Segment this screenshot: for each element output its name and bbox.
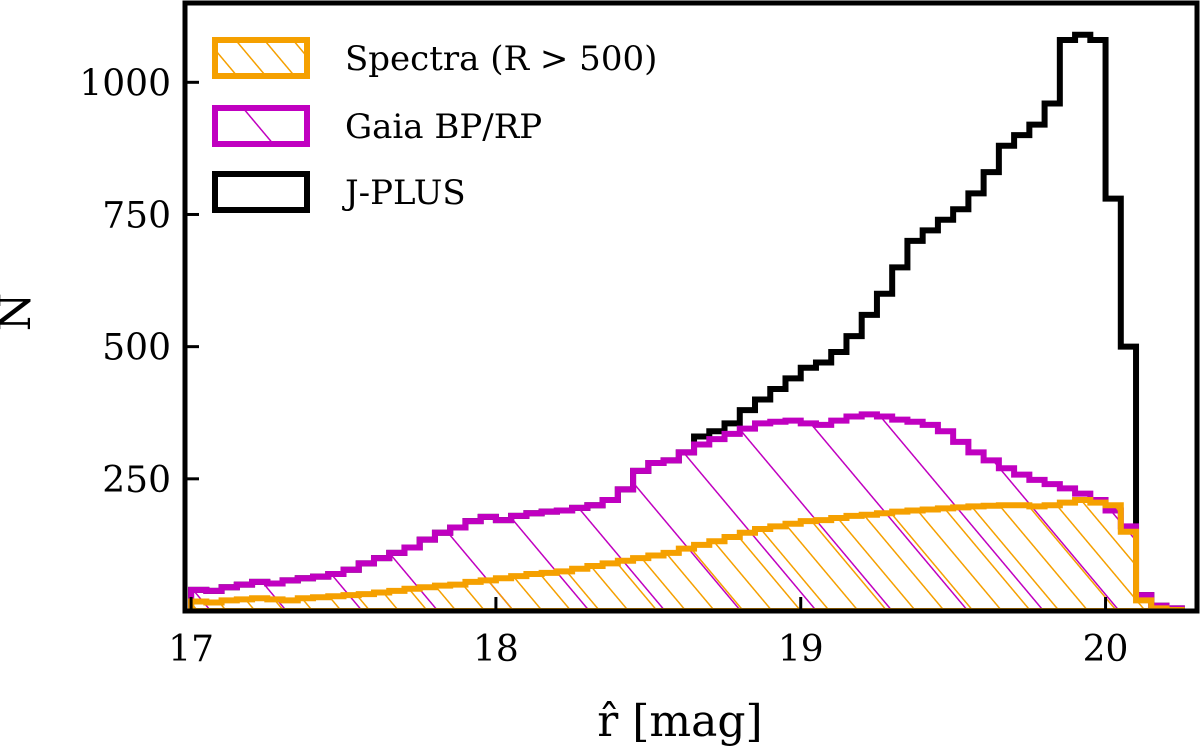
bar-spectra-r-500-25 bbox=[572, 569, 587, 611]
series-layer bbox=[188, 31, 1185, 611]
bar-spectra-r-500-43 bbox=[846, 516, 861, 611]
bar-spectra-r-500-40 bbox=[801, 521, 816, 611]
bar-spectra-r-500-50 bbox=[953, 507, 968, 611]
bar-spectra-r-500-57 bbox=[1060, 503, 1075, 611]
bar-spectra-r-500-46 bbox=[892, 512, 907, 611]
bar-spectra-r-500-49 bbox=[938, 508, 953, 611]
bar-spectra-r-500-39 bbox=[785, 524, 800, 611]
bar-spectra-r-500-35 bbox=[725, 537, 740, 611]
y-tick-label: 500 bbox=[102, 328, 171, 369]
bar-spectra-r-500-12 bbox=[374, 592, 389, 611]
legend-label-spectra: Spectra (R > 500) bbox=[345, 39, 657, 79]
bar-spectra-r-500-55 bbox=[1029, 506, 1044, 611]
series-spectra-r-500-outline bbox=[188, 496, 1185, 611]
bar-spectra-r-500-59 bbox=[1090, 503, 1105, 611]
bar-spectra-r-500-16 bbox=[435, 586, 450, 611]
legend-swatch-gaia bbox=[212, 105, 310, 147]
bar-spectra-r-500-33 bbox=[694, 545, 709, 611]
bar-spectra-r-500-45 bbox=[877, 513, 892, 611]
legend-swatch-jplus bbox=[212, 171, 310, 213]
bar-spectra-r-500-52 bbox=[984, 506, 999, 611]
legend-swatch-spectra bbox=[212, 37, 310, 79]
bar-spectra-r-500-19 bbox=[481, 580, 496, 611]
bar-spectra-r-500-58 bbox=[1075, 500, 1090, 611]
bar-spectra-r-500-37 bbox=[755, 529, 770, 611]
plot-frame bbox=[182, 0, 1200, 614]
bar-spectra-r-500-15 bbox=[420, 587, 435, 611]
bar-spectra-r-500-36 bbox=[740, 533, 755, 611]
bar-spectra-r-500-31 bbox=[664, 553, 679, 611]
bar-spectra-r-500-38 bbox=[770, 526, 785, 611]
bar-spectra-r-500-22 bbox=[526, 574, 541, 611]
bar-spectra-r-500-26 bbox=[587, 566, 602, 611]
x-axis-label: r̂ [mag] bbox=[597, 696, 762, 746]
bar-spectra-r-500-17 bbox=[450, 585, 465, 611]
bar-spectra-r-500-34 bbox=[709, 541, 724, 611]
bar-spectra-r-500-32 bbox=[679, 549, 694, 611]
bar-spectra-r-500-30 bbox=[648, 555, 663, 611]
bar-spectra-r-500-14 bbox=[404, 589, 419, 611]
legend-label-gaia: Gaia BP/RP bbox=[345, 107, 542, 147]
bar-spectra-r-500-11 bbox=[359, 594, 374, 611]
y-axis-label: N bbox=[0, 293, 41, 332]
bar-spectra-r-500-53 bbox=[999, 505, 1014, 611]
x-tick-label: 20 bbox=[1083, 629, 1129, 670]
legend-label-jplus: J-PLUS bbox=[342, 173, 466, 213]
bar-spectra-r-500-44 bbox=[862, 515, 877, 611]
bar-spectra-r-500-29 bbox=[633, 558, 648, 611]
y-tick-label: 1000 bbox=[79, 63, 171, 104]
bar-spectra-r-500-24 bbox=[557, 571, 572, 611]
bar-spectra-r-500-41 bbox=[816, 520, 831, 611]
y-tick-label: 250 bbox=[102, 460, 171, 501]
bar-spectra-r-500-23 bbox=[542, 573, 557, 611]
bar-spectra-r-500-18 bbox=[465, 582, 480, 611]
x-tick-label: 17 bbox=[168, 629, 214, 670]
bar-spectra-r-500-27 bbox=[603, 563, 618, 611]
bar-spectra-r-500-60 bbox=[1106, 505, 1121, 611]
bar-spectra-r-500-21 bbox=[511, 576, 526, 611]
bar-spectra-r-500-28 bbox=[618, 561, 633, 611]
bar-spectra-r-500-61 bbox=[1121, 532, 1136, 611]
legend: Spectra (R > 500) Gaia BP/RP J-PLUS bbox=[212, 37, 657, 213]
bar-spectra-r-500-13 bbox=[389, 591, 404, 611]
bar-spectra-r-500-20 bbox=[496, 578, 511, 611]
bar-spectra-r-500-47 bbox=[907, 511, 922, 611]
ticks-layer: 17 18 19 20 250 500 750 1000 bbox=[79, 63, 1128, 670]
bar-spectra-r-500-48 bbox=[923, 509, 938, 611]
bar-spectra-r-500-56 bbox=[1045, 505, 1060, 611]
x-tick-label: 18 bbox=[473, 629, 519, 670]
bar-spectra-r-500-54 bbox=[1014, 505, 1029, 611]
y-tick-label: 750 bbox=[102, 195, 171, 236]
x-tick-label: 19 bbox=[778, 629, 824, 670]
bar-spectra-r-500-51 bbox=[968, 506, 983, 611]
bar-spectra-r-500-42 bbox=[831, 518, 846, 611]
